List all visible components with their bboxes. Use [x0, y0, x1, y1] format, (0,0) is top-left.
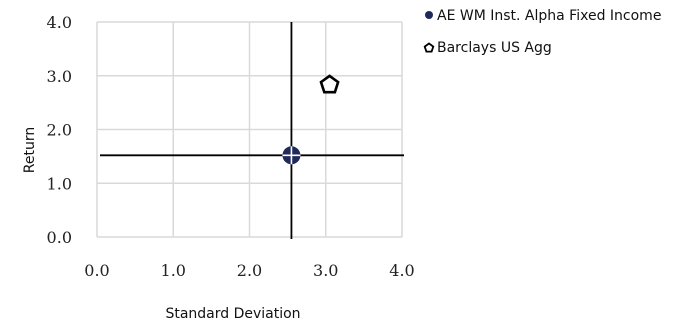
legend-label-alpha-fixed-income: AE WM Inst. Alpha Fixed Income: [437, 8, 661, 24]
y-tick-labels: 0.0 1.0 2.0 3.0 4.0: [47, 13, 72, 247]
x-tick-label: 0.0: [84, 261, 109, 280]
y-axis-title: Return: [22, 127, 38, 173]
legend: AE WM Inst. Alpha Fixed Income Barclays …: [423, 8, 661, 56]
legend-label-barclays-us-agg: Barclays US Agg: [437, 40, 552, 56]
data-point-barclays-us-agg: [319, 74, 340, 94]
data-markers: [282, 74, 340, 165]
y-tick-label: 2.0: [47, 121, 72, 140]
gridlines: [96, 21, 403, 238]
x-tick-label: 1.0: [161, 261, 186, 280]
crosshair-lines: [100, 22, 404, 239]
y-tick-label: 4.0: [47, 13, 72, 32]
y-tick-label: 1.0: [47, 174, 72, 193]
x-axis-title: Standard Deviation: [165, 306, 300, 322]
legend-marker-alpha-fixed-income: [425, 11, 433, 19]
x-tick-label: 2.0: [237, 261, 262, 280]
x-tick-label: 3.0: [313, 261, 338, 280]
y-tick-label: 3.0: [47, 67, 72, 86]
y-tick-label: 0.0: [47, 228, 72, 247]
x-tick-labels: 0.0 1.0 2.0 3.0 4.0: [84, 261, 414, 280]
x-tick-label: 4.0: [389, 261, 414, 280]
legend-marker-barclays-us-agg: [423, 42, 435, 53]
